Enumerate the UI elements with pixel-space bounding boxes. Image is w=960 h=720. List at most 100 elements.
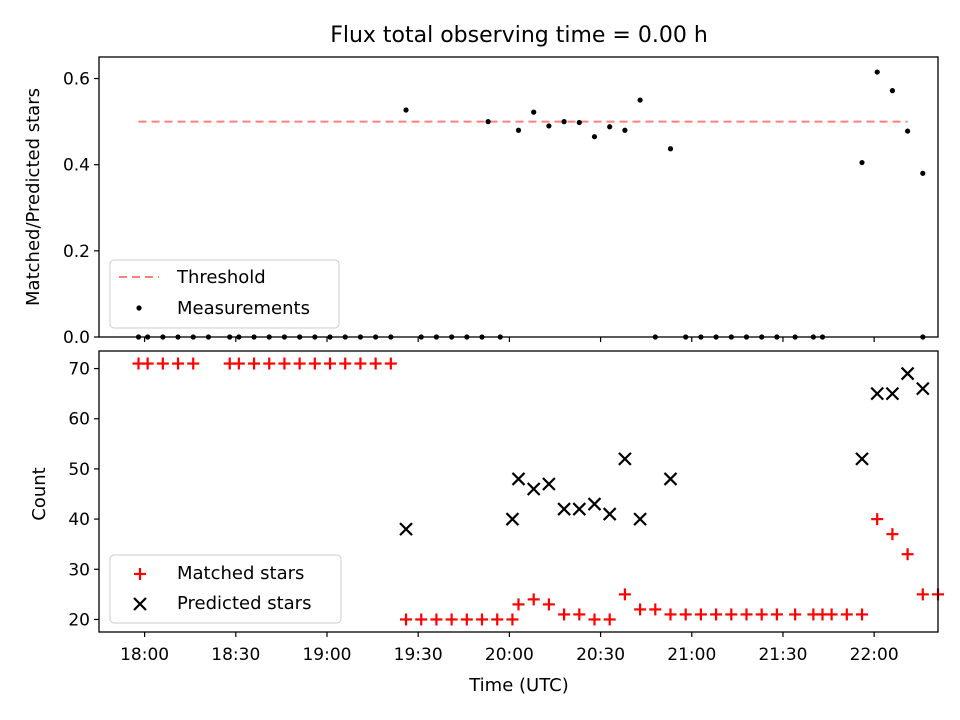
matched-stars-point (886, 528, 899, 541)
measurement-point (515, 127, 522, 133)
ratio-panel: 0.0 0.2 0.4 0.6 Matched/Predicted stars Thr… (23, 56, 939, 348)
x-tick-label: 22:00 (850, 645, 899, 665)
matched-stars-point (187, 357, 200, 370)
matched-stars-point (415, 613, 428, 626)
matched-stars-point (476, 613, 489, 626)
count-y-tick-label: 20 (68, 610, 90, 630)
measurement-point (889, 88, 896, 94)
measurement-point (546, 123, 552, 129)
matched-stars-point (512, 598, 525, 611)
matched-stars-point (618, 588, 631, 601)
matched-stars-point (634, 603, 647, 616)
count-y-tick-label: 30 (68, 560, 90, 580)
predicted-stars-point (511, 472, 526, 486)
matched-stars-point (603, 613, 616, 626)
matched-stars-point (460, 613, 473, 626)
predicted-stars-point (663, 472, 678, 486)
matched-stars-point (156, 357, 169, 370)
measurement-point (561, 119, 567, 125)
matched-stars-point (755, 608, 768, 621)
predicted-legend-label: Predicted stars (177, 593, 311, 614)
ratio-legend-box (109, 259, 340, 329)
ratio-y-tick-label: 0.6 (63, 70, 90, 90)
matched-stars-point (369, 357, 382, 370)
matched-stars-point (694, 608, 707, 621)
ratio-legend: Threshold Measurements (109, 259, 340, 329)
matched-stars-point (263, 357, 276, 370)
matched-stars-point (916, 588, 929, 601)
matched-stars-point (354, 357, 367, 370)
predicted-stars-point (870, 386, 884, 401)
predicted-stars-point (855, 452, 869, 466)
count-y-axis-label: Count (29, 467, 50, 520)
matched-stars-point (248, 357, 261, 370)
x-tick-label: 19:30 (394, 645, 443, 665)
matched-stars-point (445, 613, 458, 626)
predicted-stars-point (505, 512, 520, 526)
measurements-legend-swatch (136, 305, 142, 311)
matched-stars-point (278, 357, 291, 370)
predicted-legend-swatch (133, 597, 147, 611)
predicted-stars-point (587, 497, 602, 511)
measurement-point (403, 107, 409, 113)
x-tick-label: 18:30 (211, 645, 260, 665)
matched-stars-point (430, 613, 443, 626)
count-legend: Matched stars Predicted stars (109, 554, 342, 624)
count-y-tick-label: 50 (68, 460, 90, 480)
predicted-stars-point (542, 477, 556, 491)
predicted-stars-point (618, 452, 632, 466)
matched-stars-point (542, 598, 555, 611)
predicted-stars-point (916, 381, 930, 396)
predicted-stars-point (399, 522, 413, 536)
predicted-stars-point (602, 507, 617, 521)
matched-stars-point (558, 608, 571, 621)
measurement-point (576, 119, 582, 126)
matched-legend-label: Matched stars (177, 563, 304, 584)
matched-stars-point (400, 613, 413, 626)
predicted-stars-point (526, 482, 541, 496)
x-tick-label: 18:00 (120, 645, 169, 665)
ratio-x-ticks (143, 337, 875, 342)
count-y-ticks: 20 30 40 50 60 70 (68, 360, 99, 630)
measurement-point (874, 69, 880, 75)
matched-stars-point (339, 357, 352, 370)
count-panel: 20 30 40 50 60 70 18:00 18:30 19:00 19:30 20:00 20… (29, 350, 944, 696)
ratio-y-tick-label: 0.4 (63, 156, 90, 176)
measurement-point (591, 134, 598, 140)
matched-stars-point (491, 613, 504, 626)
matched-stars-point (573, 608, 586, 621)
chart-title: Flux total observing time = 0.00 h (330, 23, 708, 48)
ratio-y-ticks: 0.0 0.2 0.4 0.6 (63, 70, 99, 348)
matched-stars-point (232, 357, 245, 370)
count-x-ticks: 18:00 18:30 19:00 19:30 20:00 20:30 21:00 21:30… (120, 632, 899, 665)
x-axis-label: Time (UTC) (468, 675, 569, 696)
matched-stars-point (384, 357, 397, 370)
matched-stars-point (740, 608, 753, 621)
x-tick-label: 20:00 (485, 645, 534, 665)
measurement-point (667, 146, 674, 152)
measurement-point (485, 119, 491, 125)
x-tick-label: 21:30 (758, 645, 807, 665)
measurement-point (637, 97, 643, 103)
matched-stars-point (649, 603, 662, 616)
ratio-y-tick-label: 0.0 (63, 328, 90, 348)
measurement-point (607, 124, 613, 130)
measurement-point (859, 159, 865, 166)
matched-stars-point (172, 357, 185, 370)
predicted-stars-point (900, 366, 915, 381)
matched-stars-point (710, 608, 723, 621)
matched-stars-point (506, 613, 519, 626)
measurements-legend-label: Measurements (177, 298, 310, 319)
matched-stars-point (324, 357, 337, 370)
ratio-axes-frame (98, 56, 939, 338)
count-y-tick-label: 40 (68, 510, 90, 530)
measurement-point (531, 109, 537, 115)
matched-stars-point (664, 608, 677, 621)
matched-stars-point (725, 608, 738, 621)
matched-stars-point (825, 608, 838, 621)
matched-legend-swatch (134, 568, 146, 580)
count-y-tick-label: 60 (68, 410, 90, 430)
measurement-point (920, 170, 926, 176)
matched-stars-point (871, 513, 884, 526)
